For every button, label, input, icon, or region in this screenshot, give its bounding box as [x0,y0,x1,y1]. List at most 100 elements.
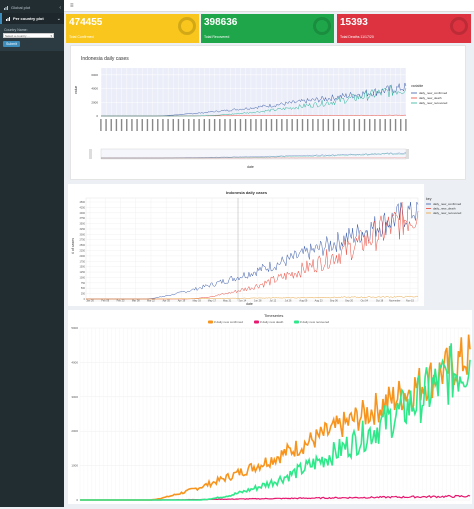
chart1-plot-bg [101,68,406,116]
x-tick-label [193,119,194,131]
x-tick-label: May 17 [208,300,217,303]
country-label: Country Name: [4,28,61,32]
x-tick-label [348,119,349,131]
x-tick-label [307,119,308,131]
country-form: Country Name: Select a country ... ▾ Sub… [0,24,64,51]
x-tick-label [250,119,251,131]
x-tick-label [291,119,292,131]
x-tick-label: November [389,300,401,303]
x-tick-label [405,119,406,131]
x-tick-label [312,119,313,131]
sidebar-item-global-plot[interactable]: Global plot ‹ [0,2,64,13]
range-handle-right[interactable] [406,149,409,159]
x-tick-label [343,119,344,131]
submit-button[interactable]: Submit [3,41,20,47]
y-tick-label: 250 [81,293,86,296]
country-select[interactable]: Select a country ... ▾ [3,33,54,38]
chevron-down-icon: ⌄ [57,16,61,22]
chevron-left-icon: ‹ [59,5,61,11]
confirmed-box: 474455 Total Confirmed [66,14,199,43]
chart-icon [6,17,10,21]
x-tick-label [260,119,261,131]
deaths-value: 15393 [340,17,468,29]
legend-swatch [294,321,299,324]
y-tick-label: 4250 [79,206,85,209]
y-tick-label: 1750 [79,260,85,263]
x-tick-label [385,119,386,131]
x-tick-label [188,119,189,131]
y-tick-label: 1500 [79,266,85,269]
x-tick-label [100,119,101,131]
chart2-svg: Indonesia daily cases 025050075010001250… [68,184,424,306]
confirmed-value: 474455 [69,17,196,29]
x-tick-label: May 03 [193,300,202,303]
chart1-title: Indonesia daily cases [81,56,129,62]
x-tick-label [364,119,365,131]
x-tick-label: Feb 23 [117,300,125,303]
x-tick-label [136,119,137,131]
main-content: 474455 Total Confirmed 398636 Total Reco… [64,12,474,507]
x-tick-label: Jul 26 [285,300,292,303]
legend-label: daily_new_confirmed [433,202,462,206]
x-tick-label: Aug 23 [315,300,324,303]
x-tick-label [369,119,370,131]
range-handle-left[interactable] [89,149,92,159]
x-tick-label: May 31 [223,300,232,303]
x-tick-label [276,119,277,131]
x-tick-label [116,119,117,131]
series-line-recovered [80,343,470,500]
x-tick-label [374,119,375,131]
x-tick-label: Mar 08 [132,300,140,303]
legend-label: daily_new_death [419,96,442,100]
chart2-legend-title: key [426,197,432,201]
x-tick-label [131,119,132,131]
x-tick-label [224,119,225,131]
legend-label: # daily new confirmed [214,320,243,324]
y-tick-label: 0 [96,114,98,118]
x-tick-label: Oct 18 [376,300,384,303]
y-tick-label: 2500 [79,244,85,247]
x-tick-label [178,119,179,131]
chart2-y-ticks: 0250500750100012501500175020002250250027… [79,201,85,301]
x-tick-label: Jun 28 [254,300,262,303]
y-tick-label: 6000 [91,73,98,77]
legend-label: daily_new_recovered [419,101,448,105]
x-tick-label [173,119,174,131]
x-tick-label: Oct 04 [361,300,369,303]
recovered-box: 398636 Total Recovered [201,14,334,43]
x-tick-label [328,119,329,131]
caret-down-icon: ▾ [50,34,52,39]
deaths-label: Total Deaths 11/17/20 [340,35,468,39]
x-tick-label [121,119,122,131]
sidebar: Global plot ‹ Per country plot ⌄ Country… [0,0,64,507]
legend-swatch [254,321,259,324]
x-tick-label [390,119,391,131]
x-tick-label [229,119,230,131]
y-tick-label: 5000 [71,326,78,330]
x-tick-label [214,119,215,131]
x-tick-label [302,119,303,131]
legend-label: daily_new_death [433,207,456,211]
y-tick-label: 1000 [79,276,85,279]
x-tick-label: Sep 20 [345,300,354,303]
chart1-x-ticks [100,119,406,131]
chart1-legend: daily_new_confirmeddaily_new_deathdaily_… [411,91,448,105]
x-tick-label [322,119,323,131]
x-tick-label [379,119,380,131]
x-tick-label [271,119,272,131]
x-tick-label [142,119,143,131]
x-tick-label: Sep 06 [330,300,339,303]
hamburger-icon[interactable]: ≡ [70,3,74,9]
x-tick-label [240,119,241,131]
x-tick-label [400,119,401,131]
sidebar-item-per-country-plot[interactable]: Per country plot ⌄ [0,13,64,24]
x-tick-label: Apr 05 [163,300,171,303]
y-tick-label: 750 [81,282,86,285]
x-tick-label [317,119,318,131]
x-tick-label: Aug 09 [299,300,308,303]
background-icon [450,17,468,35]
y-tick-label: 4000 [71,360,78,364]
